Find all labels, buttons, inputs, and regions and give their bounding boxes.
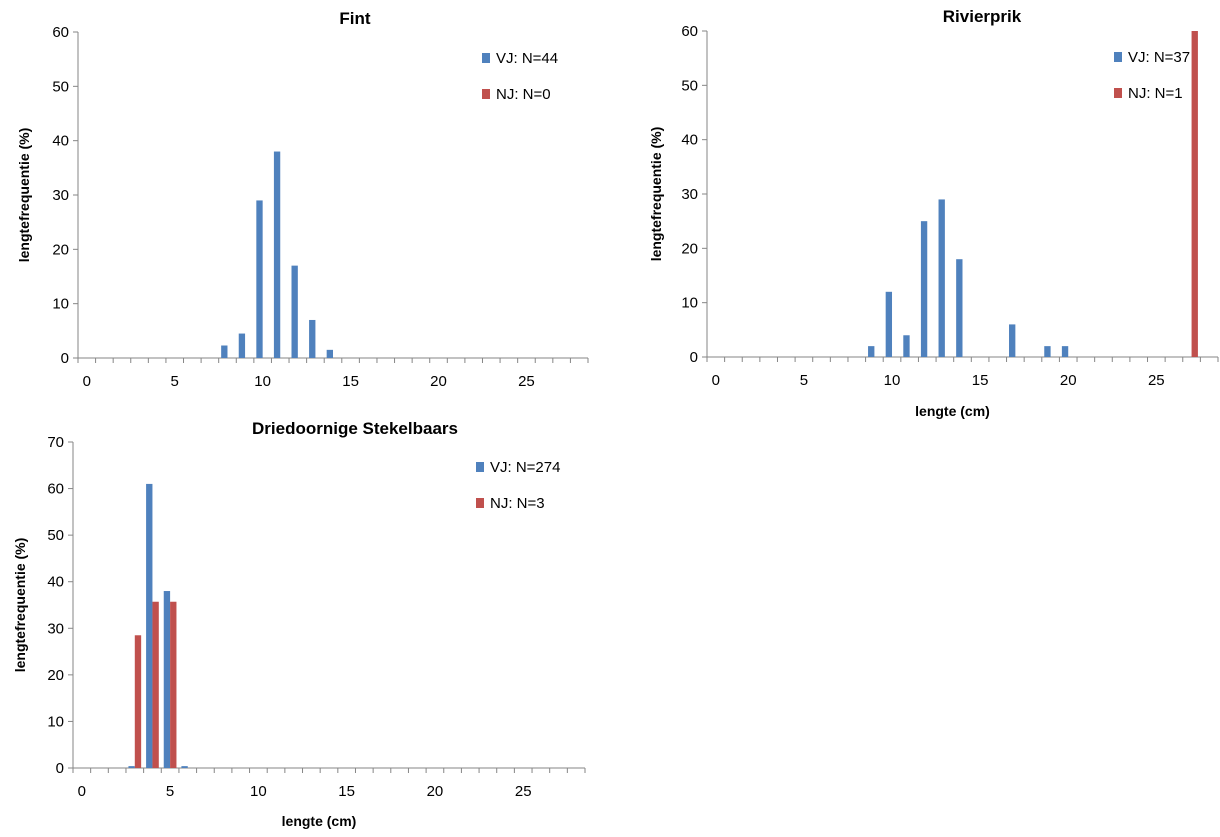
x-tick-label: 15 <box>342 373 359 390</box>
legend-entry: NJ: N=3 <box>490 495 545 512</box>
x-tick-label: 0 <box>712 372 720 389</box>
bar-vj <box>868 346 875 357</box>
y-tick-label: 50 <box>681 77 698 94</box>
y-tick-label: 60 <box>681 23 698 40</box>
bar-vj <box>181 766 188 768</box>
legend-entry: NJ: N=0 <box>496 86 551 103</box>
y-tick-label: 0 <box>61 350 69 367</box>
x-tick-label: 20 <box>427 783 444 800</box>
x-tick-label: 25 <box>1148 372 1165 389</box>
x-tick-label: 15 <box>338 783 355 800</box>
bar-vj <box>146 483 153 768</box>
x-tick-label: 10 <box>884 372 901 389</box>
legend-swatch <box>1114 52 1122 62</box>
x-tick-label: 20 <box>430 373 447 390</box>
legend-swatch <box>1114 88 1122 98</box>
x-tick-label: 0 <box>78 783 86 800</box>
bar-vj <box>885 291 893 357</box>
y-tick-label: 60 <box>52 24 69 41</box>
legend-entry: VJ: N=37 <box>1128 49 1190 66</box>
legend-entry: NJ: N=1 <box>1128 85 1183 102</box>
bar-vj <box>920 221 928 357</box>
y-tick-label: 60 <box>47 481 64 498</box>
bar-vj <box>309 319 316 358</box>
bar-vj <box>221 345 228 358</box>
y-tick-label: 50 <box>47 527 64 544</box>
legend-swatch <box>476 498 484 508</box>
x-tick-label: 10 <box>250 783 267 800</box>
bar-vj <box>1009 324 1016 357</box>
x-axis-label: lengte (cm) <box>915 403 990 419</box>
x-tick-label: 0 <box>83 373 91 390</box>
bar-vj <box>326 349 333 358</box>
y-tick-label: 70 <box>47 434 64 451</box>
y-axis-label: lengtefrequentie (%) <box>12 538 28 673</box>
chart-1: Fint lengtefrequentie (%) 0 10 20 30 40 50 60 0 5 1… <box>16 9 589 390</box>
bar-vj <box>956 259 963 357</box>
x-tick-label: 25 <box>515 783 532 800</box>
legend-swatch <box>482 89 490 99</box>
x-tick-label: 25 <box>518 373 535 390</box>
y-tick-label: 40 <box>47 574 64 591</box>
bar-nj <box>1191 31 1198 357</box>
x-axis-label: lengte (cm) <box>282 813 357 829</box>
y-tick-label: 20 <box>681 240 698 257</box>
chart-2: Rivierprik lengtefrequentie (%) lengte (cm… <box>648 7 1219 419</box>
legend-swatch <box>476 462 484 472</box>
y-tick-label: 20 <box>52 241 69 258</box>
y-axis-label: lengtefrequentie (%) <box>648 127 664 262</box>
x-tick-label: 5 <box>166 783 174 800</box>
y-tick-label: 10 <box>681 295 698 312</box>
legend-entry: VJ: N=274 <box>490 459 560 476</box>
y-tick-label: 30 <box>52 187 69 204</box>
bar-nj <box>134 635 142 768</box>
y-tick-label: 10 <box>47 713 64 730</box>
y-tick-label: 30 <box>47 620 64 637</box>
y-axis-label: lengtefrequentie (%) <box>16 128 32 263</box>
bar-vj <box>128 766 135 768</box>
x-tick-label: 15 <box>972 372 989 389</box>
bar-vj <box>238 333 246 358</box>
y-tick-label: 40 <box>681 132 698 149</box>
x-tick-label: 20 <box>1060 372 1077 389</box>
legend-swatch <box>482 53 490 63</box>
bar-vj <box>256 200 263 358</box>
bar-vj <box>291 265 298 358</box>
chart-title: Rivierprik <box>943 7 1022 26</box>
chart-3: Driedoornige Stekelbaars lengtefrequentie… <box>12 419 586 829</box>
bar-vj <box>273 151 281 358</box>
chart-title: Driedoornige Stekelbaars <box>252 419 458 438</box>
legend-entry: VJ: N=44 <box>496 50 558 67</box>
chart-title: Fint <box>339 9 370 28</box>
bar-vj <box>1044 346 1051 357</box>
y-tick-label: 0 <box>56 760 64 777</box>
y-tick-label: 20 <box>47 667 64 684</box>
y-tick-label: 10 <box>52 296 69 313</box>
bar-vj <box>938 199 945 357</box>
y-tick-label: 50 <box>52 78 69 95</box>
bar-vj <box>1061 346 1069 357</box>
x-tick-label: 5 <box>800 372 808 389</box>
x-tick-label: 10 <box>254 373 271 390</box>
bar-nj <box>152 601 159 768</box>
bar-nj <box>170 601 177 768</box>
bar-vj <box>903 335 910 357</box>
y-tick-label: 30 <box>681 186 698 203</box>
y-tick-label: 40 <box>52 133 69 150</box>
y-tick-label: 0 <box>690 349 698 366</box>
bar-vj <box>163 591 171 768</box>
x-tick-label: 5 <box>171 373 179 390</box>
